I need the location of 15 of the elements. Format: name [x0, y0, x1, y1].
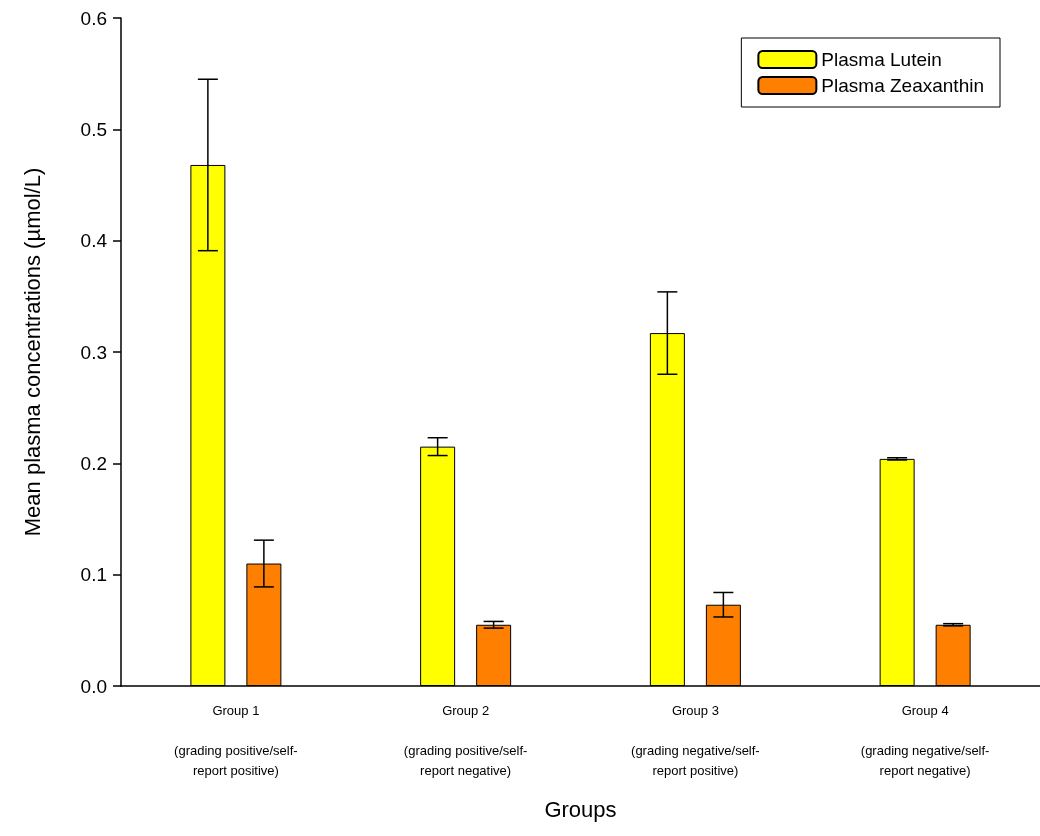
category-label: Group 1 (grading positive/self- report positive) — [174, 702, 298, 778]
y-tick-label: 0.4 — [80, 230, 108, 252]
y-tick-label: 0.2 — [80, 452, 107, 474]
y-tick-label: 0.3 — [80, 341, 107, 363]
x-axis-title: Groups — [544, 796, 617, 822]
legend-label: Plasma Lutein — [821, 49, 942, 70]
category-label: Group 2 (grading positive/self- report negative) — [403, 702, 528, 778]
y-tick-label: 0.5 — [80, 118, 107, 140]
y-tick-label: 0.0 — [80, 675, 107, 697]
category-label: Group 3 (grading negative/self- report positive) — [631, 702, 760, 778]
y-tick-label: 0.6 — [80, 7, 107, 29]
y-tick-label: 0.1 — [80, 564, 107, 586]
y-axis-title: Mean plasma concentrations (µmol/L) — [19, 167, 45, 537]
category-label: Group 4 (grading negative/self- report negative) — [860, 702, 990, 778]
legend-label: Plasma Zeaxanthin — [821, 75, 985, 96]
